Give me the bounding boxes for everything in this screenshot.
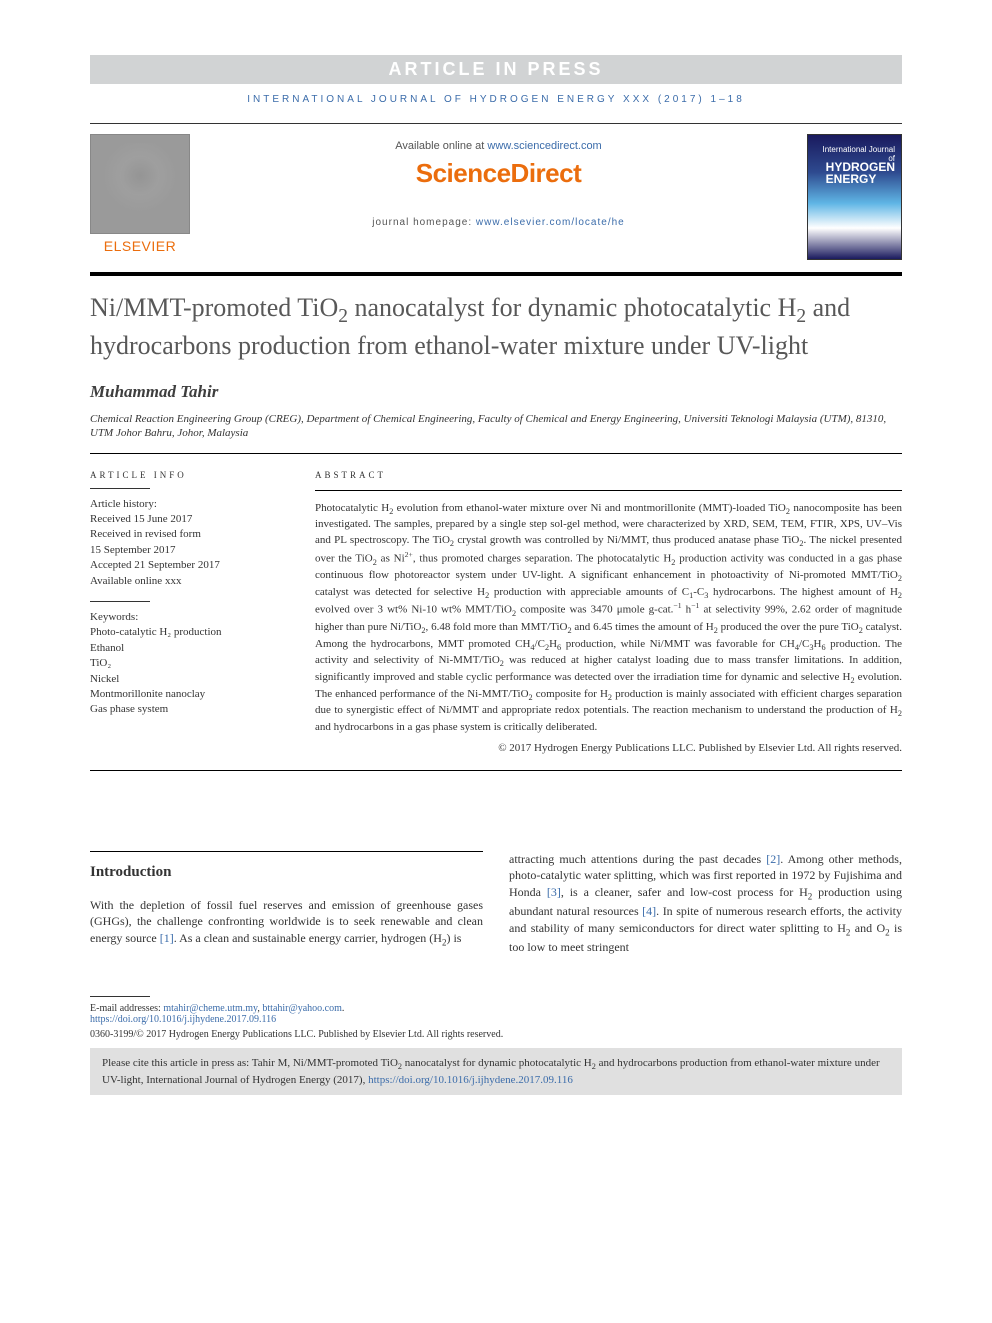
article-title: Ni/MMT-promoted TiO2 nanocatalyst for dy… [90,292,902,362]
sciencedirect-url[interactable]: www.sciencedirect.com [487,140,601,152]
elsevier-logo: ELSEVIER [90,134,190,254]
history-item: Accepted 21 September 2017 [90,558,285,573]
journal-home-prefix: journal homepage: [372,217,476,228]
title-top-rule [90,272,902,276]
keywords-label: Keywords: [90,610,285,625]
body-column-left: Introduction With the depletion of fossi… [90,851,483,956]
keyword-item: Montmorillonite nanoclay [90,687,285,702]
elsevier-label: ELSEVIER [90,238,190,254]
doi-link[interactable]: https://doi.org/10.1016/j.ijhydene.2017.… [368,1074,573,1086]
available-online-line: Available online at www.sciencedirect.co… [210,140,787,152]
header-center: Available online at www.sciencedirect.co… [210,134,787,228]
abstract-label: ABSTRACT [315,470,902,480]
affiliation-rule [90,453,902,454]
info-rule-2 [90,601,150,602]
article-history-label: Article history: [90,497,285,512]
doi-link[interactable]: https://doi.org/10.1016/j.ijhydene.2017.… [90,1014,276,1025]
cover-main-2: ENERGY [826,172,877,186]
issn-copyright-line: 0360-3199/© 2017 Hydrogen Energy Publica… [90,1029,902,1040]
author-affiliation: Chemical Reaction Engineering Group (CRE… [90,412,902,441]
introduction-heading: Introduction [90,862,483,883]
email-line: E-mail addresses: mtahir@cheme.utm.my, b… [90,1003,902,1014]
article-info-label: ARTICLE INFO [90,470,285,480]
history-item: Received in revised form [90,527,285,542]
header-block: ELSEVIER Available online at www.science… [90,123,902,268]
available-prefix: Available online at [395,140,487,152]
email-link-1[interactable]: mtahir@cheme.utm.my [163,1003,257,1014]
footer-rule [90,996,150,997]
abstract-bottom-rule [90,770,902,771]
sciencedirect-brand: ScienceDirect [210,158,787,189]
citation-box: Please cite this article in press as: Ta… [90,1048,902,1095]
abstract-column: ABSTRACT Photocatalytic H2 evolution fro… [315,470,902,754]
elsevier-tree-icon [90,134,190,234]
journal-homepage-line: journal homepage: www.elsevier.com/locat… [210,217,787,228]
body-paragraph-1: With the depletion of fossil fuel reserv… [90,897,483,950]
article-in-press-banner: ARTICLE IN PRESS [90,55,902,84]
history-item: 15 September 2017 [90,543,285,558]
email-prefix: E-mail addresses: [90,1003,163,1014]
journal-homepage-url[interactable]: www.elsevier.com/locate/he [476,217,625,228]
keyword-item: Ethanol [90,641,285,656]
body-column-right: attracting much attentions during the pa… [509,851,902,956]
abstract-copyright: © 2017 Hydrogen Energy Publications LLC.… [315,742,902,754]
abstract-rule [315,490,902,491]
article-info-column: ARTICLE INFO Article history: Received 1… [90,470,285,754]
journal-reference: INTERNATIONAL JOURNAL OF HYDROGEN ENERGY… [90,94,902,105]
citation-link[interactable]: [3] [547,885,561,899]
email-link-2[interactable]: bttahir@yahoo.com [262,1003,341,1014]
citation-link[interactable]: [1] [160,931,174,945]
keyword-item: Photo-catalytic H₂ production [90,625,285,640]
footer-block: E-mail addresses: mtahir@cheme.utm.my, b… [90,996,902,1040]
keyword-item: TiO₂ [90,656,285,671]
journal-cover-thumbnail: International Journal of HYDROGEN ENERGY [807,134,902,260]
email-end: . [342,1003,345,1014]
keyword-item: Gas phase system [90,702,285,717]
citation-link[interactable]: [4] [642,904,656,918]
citation-link[interactable]: [2] [766,852,780,866]
keyword-item: Nickel [90,672,285,687]
abstract-text: Photocatalytic H2 evolution from ethanol… [315,501,902,736]
author-name: Muhammad Tahir [90,382,902,402]
section-rule [90,851,483,852]
body-paragraph-2: attracting much attentions during the pa… [509,851,902,956]
cover-main-text: HYDROGEN ENERGY [826,161,895,185]
info-rule-1 [90,488,150,489]
history-item: Received 15 June 2017 [90,512,285,527]
history-item: Available online xxx [90,574,285,589]
